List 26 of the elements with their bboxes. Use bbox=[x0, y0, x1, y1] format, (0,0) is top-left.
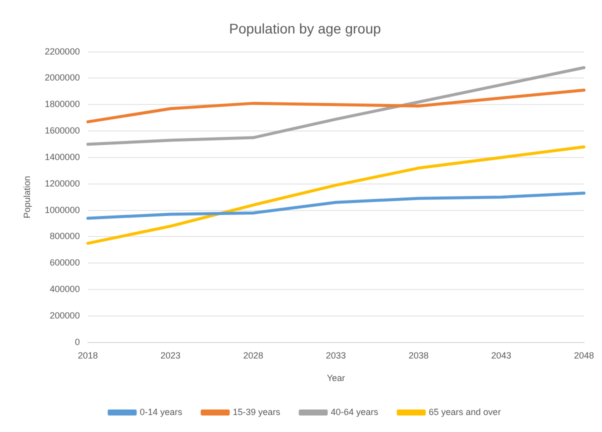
y-tick-label: 2200000 bbox=[44, 46, 80, 56]
y-tick-label: 0 bbox=[74, 336, 80, 347]
legend-label: 0-14 years bbox=[140, 406, 183, 417]
chart-title: Population by age group bbox=[229, 20, 382, 36]
x-tick-label: 2048 bbox=[574, 350, 594, 360]
y-tick-label: 400000 bbox=[50, 284, 80, 294]
y-tick-label: 200000 bbox=[50, 310, 80, 320]
x-axis-title: Year bbox=[326, 373, 346, 384]
x-tick-label: 2023 bbox=[160, 350, 181, 360]
y-tick-label: 1400000 bbox=[44, 152, 80, 162]
legend-label: 65 years and over bbox=[428, 406, 501, 417]
x-tick-label: 2043 bbox=[491, 350, 512, 360]
y-tick-label: 1200000 bbox=[44, 178, 80, 188]
y-tick-label: 1600000 bbox=[44, 126, 80, 136]
x-tick-label: 2038 bbox=[408, 350, 429, 360]
y-tick-label: 1800000 bbox=[44, 99, 80, 110]
legend-label: 40-64 years bbox=[330, 406, 379, 417]
x-tick-label: 2028 bbox=[243, 350, 264, 360]
y-tick-label: 2000000 bbox=[44, 72, 80, 83]
x-tick-label: 2018 bbox=[78, 350, 98, 360]
y-tick-label: 800000 bbox=[50, 231, 80, 242]
x-tick-label: 2033 bbox=[326, 350, 346, 360]
y-tick-label: 1000000 bbox=[44, 204, 80, 215]
y-tick-label: 600000 bbox=[50, 258, 80, 268]
y-axis-title: Population bbox=[22, 176, 32, 218]
legend-label: 15-39 years bbox=[232, 406, 281, 417]
